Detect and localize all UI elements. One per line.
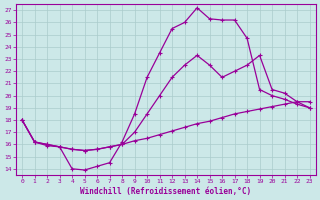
X-axis label: Windchill (Refroidissement éolien,°C): Windchill (Refroidissement éolien,°C) [80, 187, 252, 196]
